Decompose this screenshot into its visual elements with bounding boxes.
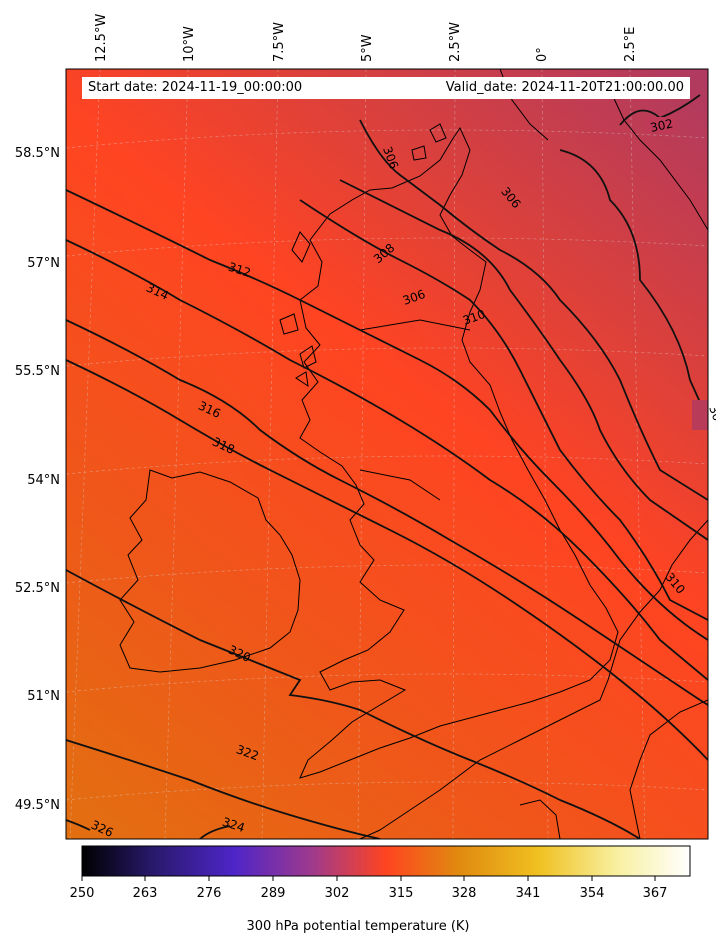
ireland-coast [119,469,301,673]
contour-322 [66,739,381,839]
map-frame [65,68,709,840]
date-banner: Start date: 2024-11-19_00:00:00 Valid_da… [82,77,690,99]
britain-coast [299,126,619,779]
contour-label: 324 [220,815,246,835]
graticule [66,69,708,839]
contours [66,94,708,839]
contour-310 [299,199,708,621]
latitude-labels: 58.5°N 57°N 55.5°N 54°N 52.5°N 51°N 49.5… [15,146,60,813]
lat-label: 58.5°N [15,146,60,161]
lat-label: 49.5°N [15,798,60,813]
colorbar-tick-label: 328 [452,886,477,901]
contour-label: 302 [649,116,674,134]
lon-label: 7.5°W [272,22,287,62]
colorbar-tick-label: 367 [643,886,668,901]
contour-318 [66,359,708,761]
longitude-labels: 12.5°W 10°W 7.5°W 5°W 2.5°W 0° 2.5°E [94,14,638,62]
colorbar-tick-label: 302 [325,886,350,901]
continent-coast [359,519,708,839]
contour-316 [66,319,708,706]
lon-label: 10°W [182,26,197,62]
contour-320 [66,569,641,839]
lat-label: 54°N [27,473,60,488]
lat-label: 55.5°N [15,364,60,379]
coastlines [119,69,708,839]
colorbar-title: 300 hPa potential temperature (K) [246,919,470,934]
lat-label: 57°N [27,256,60,271]
contour-324 [199,825,231,839]
colorbar-tick-label: 289 [261,886,286,901]
lat-label: 51°N [27,689,60,704]
contour-312 [66,189,708,641]
lon-label: 5°W [360,34,375,62]
colorbar-tick-label: 315 [389,886,414,901]
lon-label: 2.5°W [448,22,463,62]
lon-label: 0° [535,47,550,62]
colorbar-tick-label: 354 [580,886,605,901]
colorbar-tick-labels: 250 263 276 289 302 315 328 341 354 367 [70,886,668,901]
colorbar-tick-label: 250 [70,886,95,901]
temperature-field [66,69,708,839]
contour-308 [339,179,708,541]
colorbar-ticks [81,876,656,881]
lat-label: 52.5°N [15,581,60,596]
contour-label: 312 [226,260,252,280]
contour-314 [66,239,708,681]
contour-label: 304 [706,404,716,430]
colorbar-tick-label: 263 [133,886,158,901]
start-date: Start date: 2024-11-19_00:00:00 [88,80,303,95]
colorbar-tick-label: 276 [197,886,222,901]
contour-306 [359,119,708,501]
contour-326 [66,819,91,831]
colorbar-tick-label: 341 [516,886,541,901]
contour-304 [559,149,708,421]
colorbar [81,845,691,877]
valid-date: Valid_date: 2024-11-20T21:00:00.00 [445,80,684,95]
lon-label: 12.5°W [94,14,109,62]
lon-label: 2.5°E [623,27,638,62]
